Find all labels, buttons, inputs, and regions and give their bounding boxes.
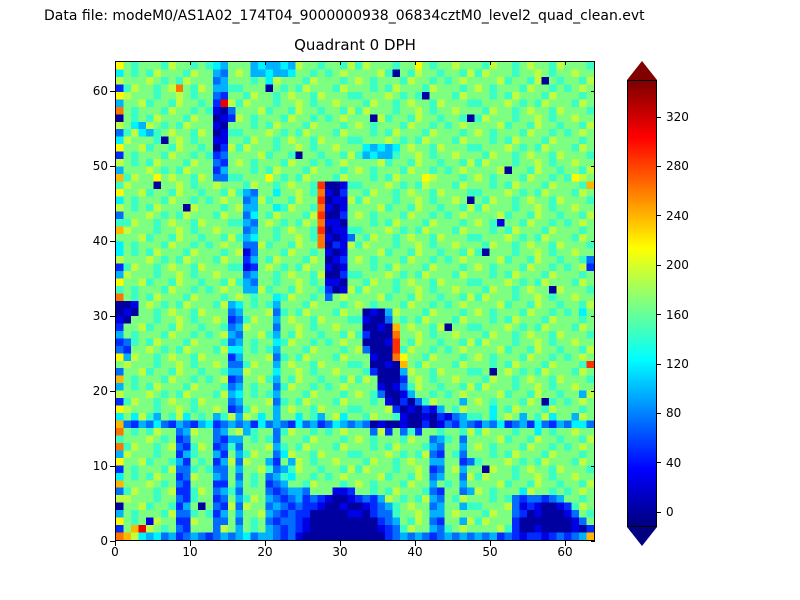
y-tickmark-right: [591, 240, 595, 242]
y-tickmark: [110, 165, 115, 167]
x-tick-label: 10: [182, 545, 198, 559]
y-tick-label: 60: [92, 84, 108, 98]
colorbar-tick-label: 160: [666, 307, 689, 322]
colorbar-arrow-under-icon: [627, 527, 657, 546]
heatmap-axes: [115, 61, 595, 541]
colorbar-tick-label: 120: [666, 357, 689, 371]
x-tick-label: 0: [111, 545, 119, 559]
colorbar-tick-label: 40: [666, 455, 682, 470]
x-tickmark: [339, 541, 341, 546]
x-tick-label: 60: [557, 545, 573, 559]
y-tick-label: 40: [92, 234, 108, 248]
colorbar-tickmark: [657, 462, 661, 464]
x-tickmark-top: [339, 61, 341, 65]
colorbar: [627, 80, 657, 527]
y-tick-label: 30: [92, 309, 108, 323]
x-tickmark: [489, 541, 491, 546]
y-tick-label: 10: [92, 459, 108, 473]
x-tick-label: 50: [482, 545, 498, 559]
x-tick-label: 30: [332, 545, 348, 559]
x-tickmark: [414, 541, 416, 546]
x-tickmark-top: [564, 61, 566, 65]
x-tickmark-top: [114, 61, 116, 65]
y-tickmark: [110, 315, 115, 317]
colorbar-tick-label: 280: [666, 159, 689, 174]
colorbar-tickmark: [657, 264, 661, 266]
y-tickmark-right: [591, 465, 595, 467]
x-tick-label: 20: [257, 545, 273, 559]
x-tickmark-top: [189, 61, 191, 65]
y-tickmark-right: [591, 165, 595, 167]
colorbar-tickmark: [657, 511, 661, 513]
heatmap-image: [116, 62, 594, 540]
x-tickmark-top: [264, 61, 266, 65]
colorbar-tickmark: [657, 314, 661, 316]
y-tick-label: 0: [100, 534, 108, 548]
y-tickmark-right: [591, 540, 595, 542]
colorbar-tick-label: 80: [666, 406, 682, 421]
y-tick-label: 20: [92, 384, 108, 398]
colorbar-tick-label: 200: [666, 258, 689, 273]
y-tickmark-right: [591, 315, 595, 317]
x-tickmark: [114, 541, 116, 546]
colorbar-tickmark: [657, 412, 661, 414]
y-tickmark: [110, 240, 115, 242]
datafile-title: Data file: modeM0/AS1A02_174T04_90000009…: [44, 8, 645, 24]
colorbar-tickmark: [657, 116, 661, 118]
y-tickmark-right: [591, 390, 595, 392]
colorbar-tickmark: [657, 215, 661, 217]
colorbar-tickmark: [657, 363, 661, 365]
x-tick-label: 40: [407, 545, 423, 559]
x-tickmark: [564, 541, 566, 546]
y-tickmark: [110, 465, 115, 467]
colorbar-arrow-over-icon: [627, 61, 657, 80]
y-tickmark: [110, 90, 115, 92]
plot-title: Quadrant 0 DPH: [294, 36, 416, 54]
x-tickmark: [264, 541, 266, 546]
x-tickmark: [189, 541, 191, 546]
y-tickmark: [110, 390, 115, 392]
y-tickmark: [110, 540, 115, 542]
colorbar-tickmark: [657, 165, 661, 167]
colorbar-tick-label: 240: [666, 208, 689, 223]
y-tickmark-right: [591, 90, 595, 92]
colorbar-tick-label: 320: [666, 110, 689, 125]
x-tickmark-top: [414, 61, 416, 65]
colorbar-tick-label: 0: [666, 505, 674, 520]
y-tick-label: 50: [92, 159, 108, 173]
colorbar-gradient: [628, 81, 656, 526]
x-tickmark-top: [489, 61, 491, 65]
